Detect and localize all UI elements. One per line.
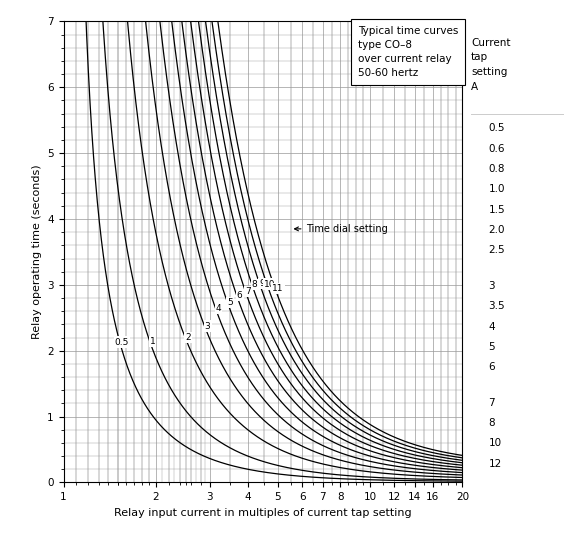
Text: 3.5: 3.5 [488,301,505,311]
Text: 4: 4 [216,304,221,313]
Text: Time dial setting: Time dial setting [295,224,388,234]
Text: 1.0: 1.0 [488,184,505,195]
Text: 0.6: 0.6 [488,144,505,154]
Text: 3: 3 [205,322,210,331]
Text: 0.8: 0.8 [488,164,505,174]
Text: 2: 2 [186,333,191,341]
Text: 9: 9 [260,279,265,288]
Text: 7: 7 [488,398,495,408]
Text: 1: 1 [150,337,155,346]
Text: 2.5: 2.5 [488,245,505,256]
Text: 7: 7 [245,287,251,296]
Text: Current
tap
setting
A: Current tap setting A [471,38,510,92]
Text: 12: 12 [488,459,502,469]
X-axis label: Relay input current in multiples of current tap setting: Relay input current in multiples of curr… [114,508,412,518]
Text: 1.5: 1.5 [488,205,505,215]
Text: 4: 4 [488,322,495,332]
Text: 11: 11 [272,284,284,293]
Text: 0.5: 0.5 [115,338,129,347]
Text: 6: 6 [488,362,495,373]
Text: 3: 3 [488,281,495,291]
Text: 2.0: 2.0 [488,225,505,235]
Y-axis label: Relay operating time (seconds): Relay operating time (seconds) [32,165,42,339]
Text: 8: 8 [252,280,258,289]
Text: Typical time curves
type CO–8
over current relay
50-60 hertz: Typical time curves type CO–8 over curre… [358,26,458,78]
Text: 5: 5 [488,342,495,352]
Text: 5: 5 [228,298,234,307]
Text: 10: 10 [488,438,502,449]
Text: 10: 10 [264,280,275,288]
Text: 6: 6 [236,291,242,300]
Text: 0.5: 0.5 [488,123,505,133]
Text: 8: 8 [488,418,495,428]
